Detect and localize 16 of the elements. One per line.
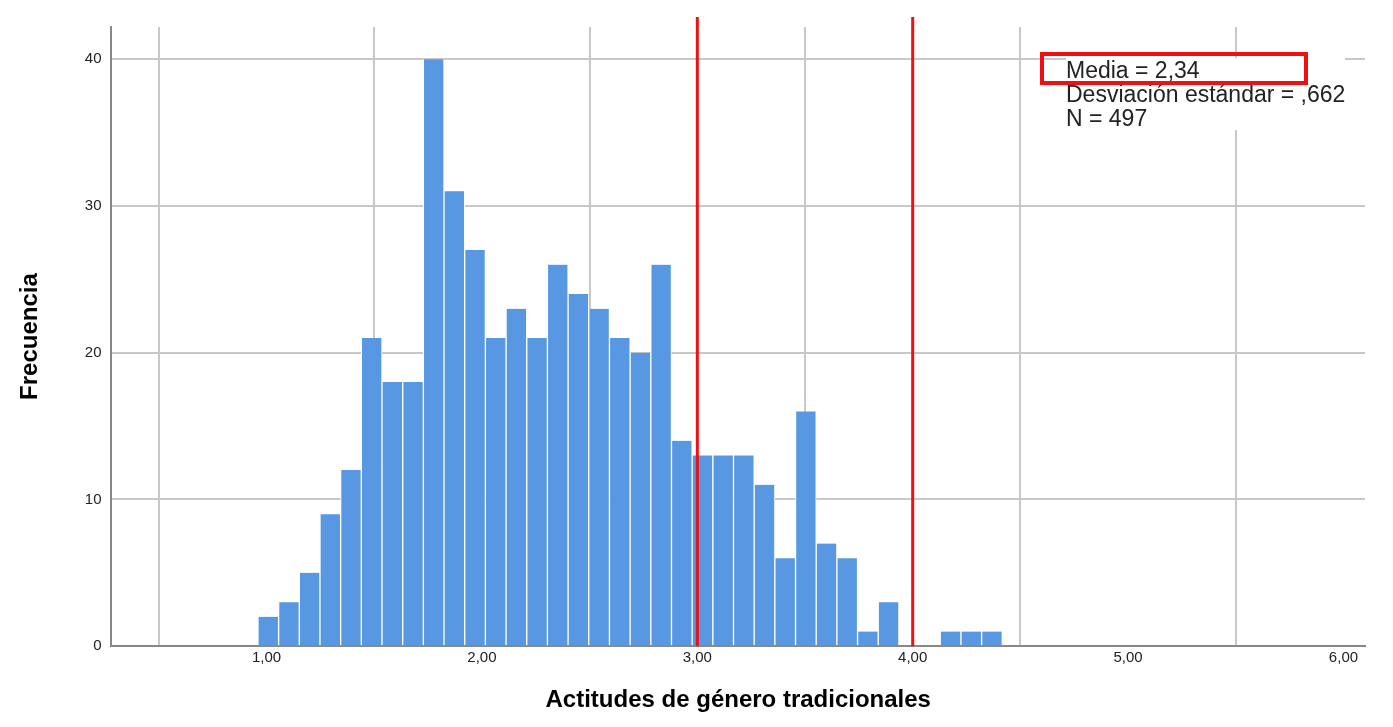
y-tick-label: 20: [84, 342, 102, 360]
x-tick-label: 3,00: [682, 648, 712, 666]
y-tick-label: 30: [84, 196, 102, 214]
x-tick-label: 2,00: [467, 648, 497, 666]
annotation: Media = 2,34: [1066, 57, 1201, 83]
y-axis-title: Frecuencia: [15, 272, 43, 400]
y-tick-label: 0: [93, 636, 102, 654]
x-tick-label: 1,00: [251, 648, 282, 666]
annotation: N = 497: [1066, 105, 1149, 131]
y-tick-label: 10: [84, 489, 102, 507]
y-tick-label: 40: [84, 49, 102, 67]
x-axis-title: Actitudes de género tradicionales: [545, 685, 931, 713]
x-tick-label: 5,00: [1113, 648, 1143, 666]
annotation: Desviación estándar = ,662: [1066, 81, 1346, 107]
x-tick-label: 4,00: [898, 648, 928, 666]
x-tick-label: 6,00: [1328, 648, 1359, 666]
